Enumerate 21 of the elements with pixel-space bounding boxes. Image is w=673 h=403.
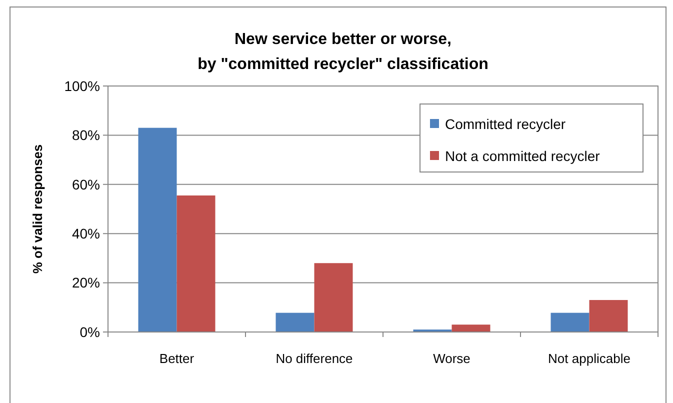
- bar: [589, 300, 628, 332]
- chart-title: New service better or worse, by "committed recycler" classification: [198, 31, 488, 73]
- bar: [176, 195, 216, 332]
- bar: [550, 312, 590, 332]
- x-tick-label: Worse: [433, 351, 470, 366]
- bar: [276, 312, 314, 332]
- y-tick-label: 60%: [72, 176, 100, 192]
- legend-label: Committed recycler: [445, 116, 566, 132]
- y-tick-label: 0%: [80, 324, 100, 340]
- y-axis-title: % of valid responses: [30, 144, 45, 274]
- y-tick-label: 40%: [72, 226, 100, 242]
- y-tick-label: 80%: [72, 127, 100, 144]
- y-tick-label: 20%: [72, 274, 100, 291]
- y-tick-label: 100%: [64, 78, 100, 94]
- legend-label: Not a committed recycler: [445, 148, 600, 164]
- bar: [452, 324, 490, 332]
- x-tick-label: No difference: [276, 351, 353, 366]
- x-tick-label: Not applicable: [548, 351, 630, 366]
- x-tick-label: Better: [159, 351, 195, 366]
- bar: [138, 128, 177, 332]
- bar: [314, 263, 353, 332]
